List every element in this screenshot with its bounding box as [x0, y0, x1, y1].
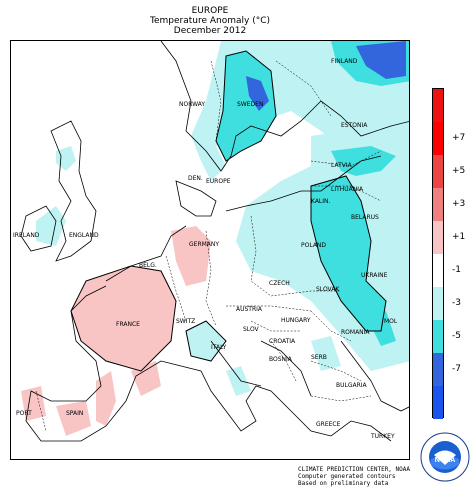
label-germany: GERMANY: [189, 241, 219, 248]
label-slov: SLOV: [243, 326, 260, 333]
legend-label: -1: [452, 264, 461, 275]
label-den: DEN.: [188, 175, 203, 182]
label-czech: CZECH: [269, 280, 290, 287]
label-romania: ROMANIA: [341, 329, 370, 336]
label-lithuania: LITHUANIA: [331, 186, 364, 193]
label-estonia: ESTONIA: [341, 122, 368, 129]
label-austria: AUSTRIA: [236, 306, 263, 313]
shade-spain-s: [56, 401, 91, 436]
legend-colorbar: [432, 88, 444, 419]
shade-belarus-ukraine: [311, 176, 386, 331]
label-ireland: IRELAND: [13, 232, 40, 239]
label-ukraine: UKRAINE: [361, 272, 388, 279]
shade-spain-ne: [131, 361, 161, 396]
legend-label: +7: [452, 132, 466, 143]
map-region-title: EUROPE: [191, 6, 229, 16]
label-croatia: CROATIA: [269, 338, 296, 345]
shade-france: [71, 266, 176, 371]
borders: [35, 60, 382, 432]
legend-swatch: [433, 155, 443, 188]
shade-finland-cold: [356, 41, 406, 79]
legend-swatch: [433, 287, 443, 320]
contours: [70, 50, 387, 372]
credit-line-1: CLIMATE PREDICTION CENTER, NOAA: [298, 466, 410, 473]
legend-swatch: [433, 320, 443, 353]
shade-italy-s: [226, 366, 251, 396]
label-kalin: KALIN.: [311, 198, 331, 205]
label-turkey: TURKEY: [370, 433, 395, 440]
label-bulgaria: BULGARIA: [336, 382, 368, 389]
label-italy: ITALY: [211, 344, 227, 351]
label-hungary: HUNGARY: [281, 317, 311, 324]
label-france: FRANCE: [116, 321, 140, 328]
label-latvia: LATVIA: [331, 162, 353, 169]
credit-line-2: Computer generated contours: [298, 473, 396, 480]
shade-sweden-cold: [246, 76, 269, 111]
shade-ireland: [36, 206, 66, 246]
legend-label: -7: [452, 363, 461, 374]
label-sweden: SWEDEN: [237, 101, 263, 108]
label-bosnia: BOSNIA: [269, 356, 293, 363]
label-england: ENGLAND: [69, 232, 99, 239]
anomaly-shading: [21, 41, 409, 436]
legend-label: +3: [452, 198, 466, 209]
map-period-title: December 2012: [173, 26, 247, 36]
label-switz: SWITZ: [176, 318, 195, 325]
label-belarus: BELARUS: [351, 214, 379, 221]
label-slovak: SLOVAK: [316, 286, 340, 293]
legend-label: -3: [452, 297, 461, 308]
credit-line-3: Based on preliminary data: [298, 480, 389, 487]
legend-swatch-top: [433, 89, 443, 122]
label-greece: GREECE: [316, 421, 341, 428]
legend-swatch: [433, 386, 443, 419]
label-port: PORT: [16, 410, 32, 417]
legend-swatch: [433, 254, 443, 287]
legend-swatch: [433, 353, 443, 386]
country-labels: FINLAND NORWAY SWEDEN ESTONIA LATVIA DEN…: [13, 58, 398, 440]
label-spain: SPAIN: [66, 410, 83, 417]
label-mol: MOL: [384, 318, 398, 325]
shade-alps: [186, 321, 226, 361]
legend-label: +5: [452, 165, 466, 176]
svg-text:NOAA: NOAA: [435, 457, 456, 464]
label-belg: BELG.: [139, 262, 157, 269]
legend-swatch: [433, 188, 443, 221]
legend-swatch: [433, 221, 443, 254]
label-poland: POLAND: [301, 242, 326, 249]
legend-label: +1: [452, 231, 466, 242]
legend-label: -5: [452, 330, 461, 341]
shade-sweden-core: [216, 51, 276, 161]
label-europe: EUROPE: [206, 178, 231, 185]
shade-estonia: [331, 146, 396, 176]
legend-swatch: [433, 122, 443, 155]
label-norway: NORWAY: [179, 101, 205, 108]
anomaly-map: FINLAND NORWAY SWEDEN ESTONIA LATVIA DEN…: [10, 40, 410, 460]
shade-balkan: [311, 336, 341, 371]
shade-germany: [171, 226, 211, 286]
shade-scotland: [56, 146, 76, 171]
noaa-logo: NOAA: [420, 432, 470, 482]
label-finland: FINLAND: [331, 58, 358, 65]
label-serb: SERB: [311, 354, 327, 361]
map-variable-title: Temperature Anomaly (°C): [149, 16, 270, 26]
